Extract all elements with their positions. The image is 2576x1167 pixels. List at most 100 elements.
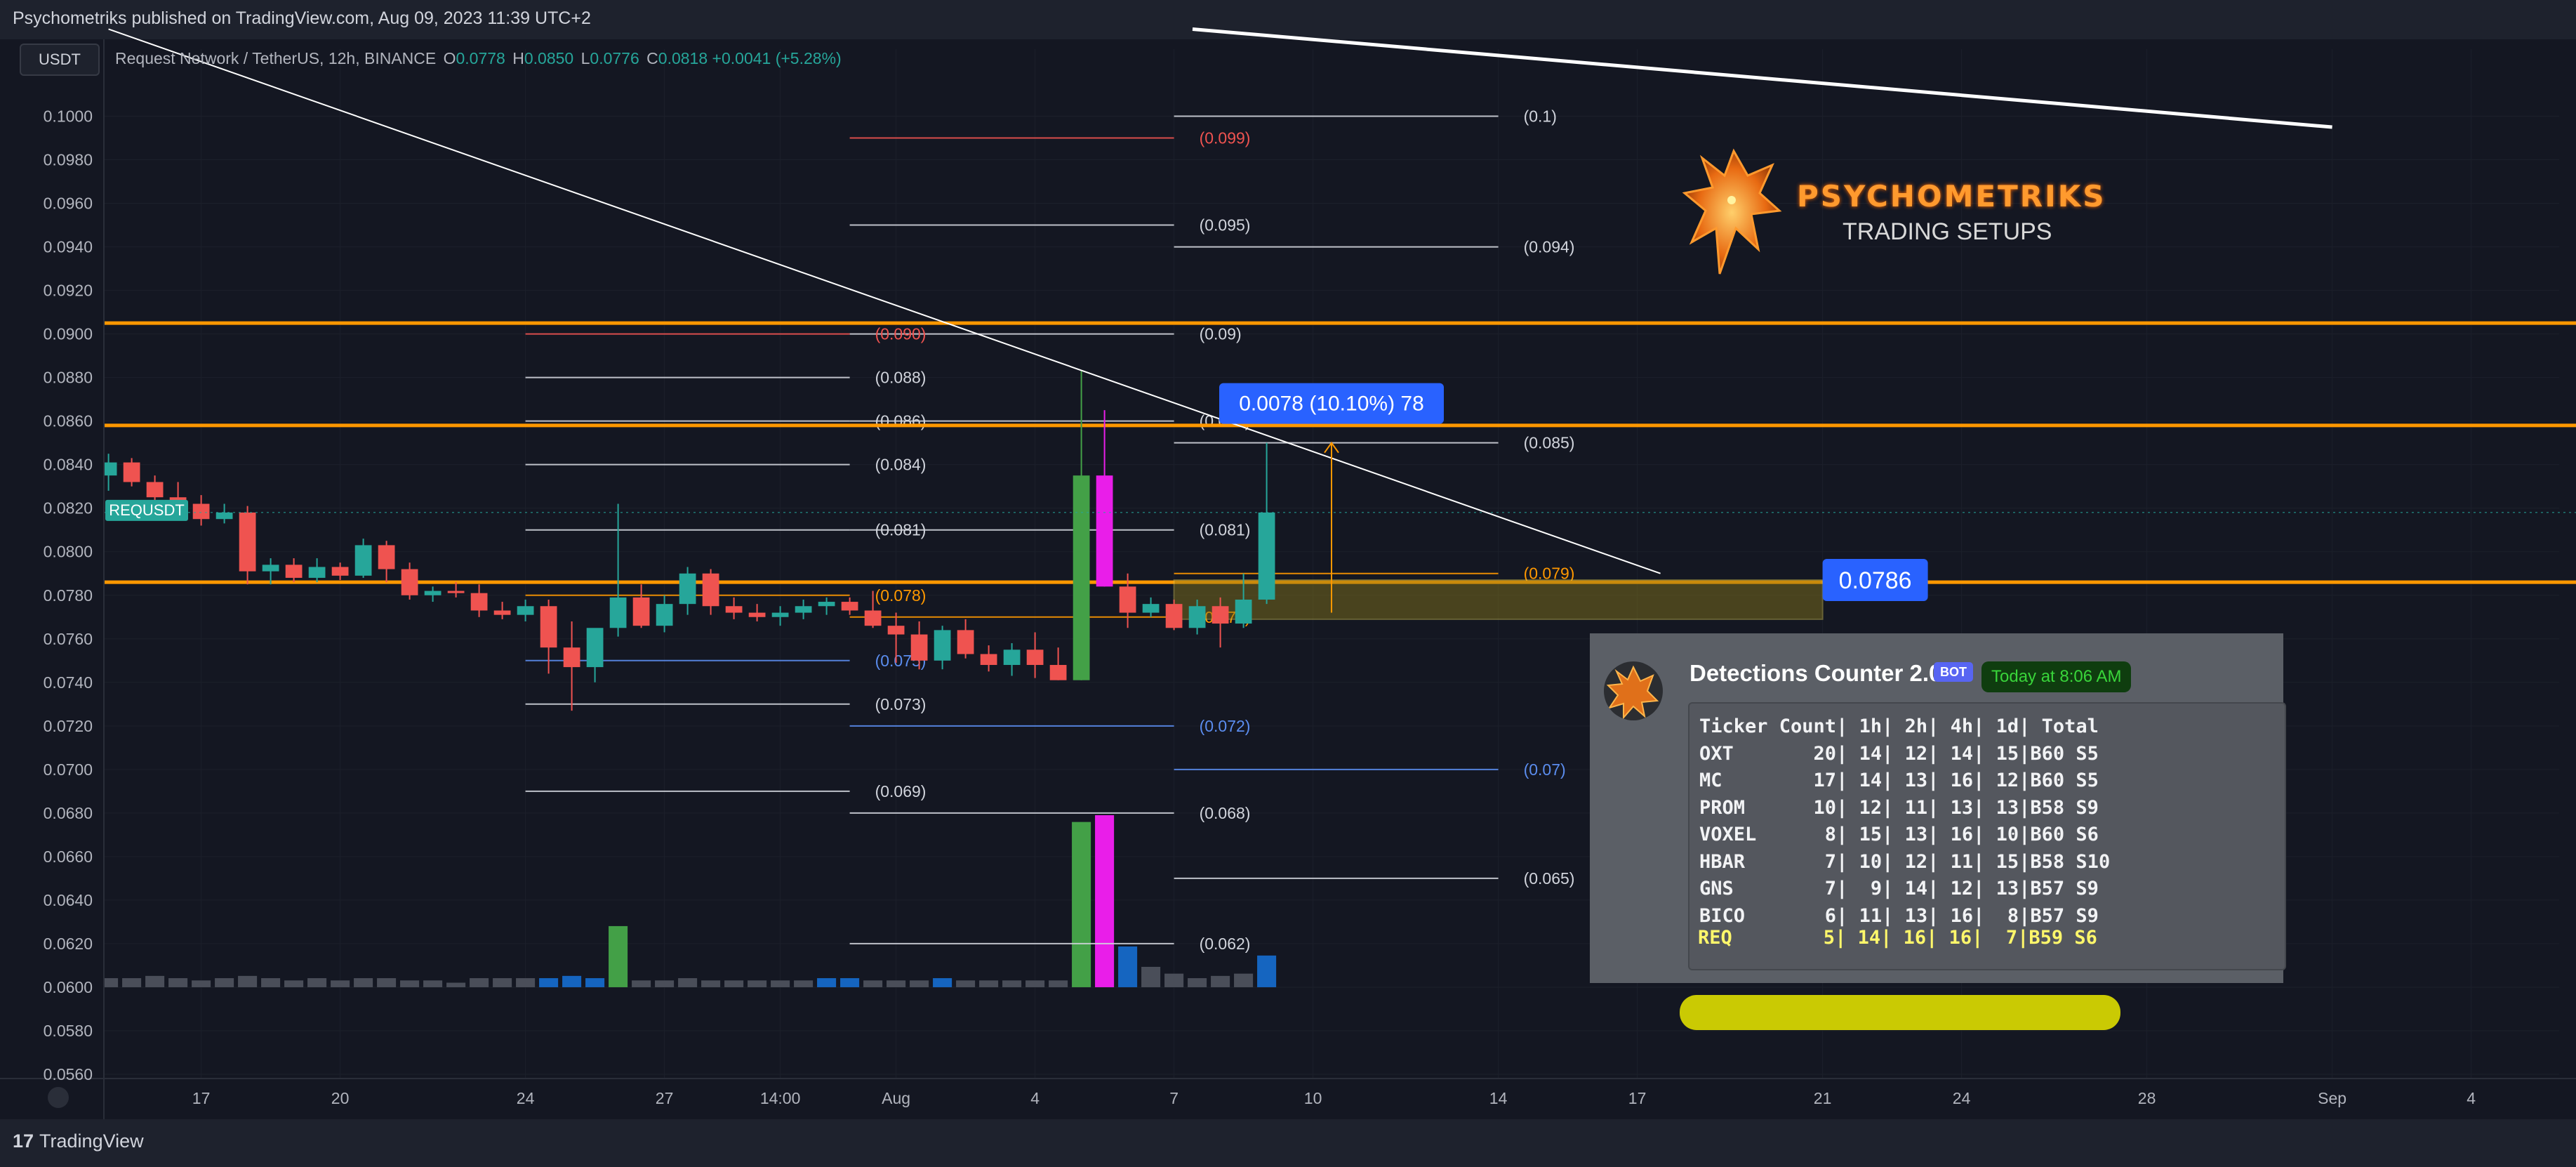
volume-bar <box>284 980 304 987</box>
fib-label: (0.062) <box>1200 935 1251 953</box>
volume-bar <box>1002 980 1022 987</box>
candle-body <box>980 654 997 665</box>
y-tick-label: 0.0700 <box>44 760 93 779</box>
y-tick-label: 0.0580 <box>44 1022 93 1040</box>
volume-bar <box>771 980 790 987</box>
footer-bar <box>0 1119 2576 1167</box>
horizontal-levels: 0.09050.08580.0786 <box>34 312 2576 593</box>
chart-legend: Request Network / TetherUS, 12h, BINANCE… <box>115 49 842 68</box>
volume-bar <box>1095 815 1115 987</box>
fib-label: (0.086) <box>875 412 927 430</box>
candle-body <box>1188 606 1206 628</box>
candle-body <box>1165 604 1183 628</box>
volume-bar <box>1211 975 1230 987</box>
y-tick-label: 0.0880 <box>44 369 93 387</box>
ohlc-low: 0.0776 <box>590 49 639 67</box>
fib-label: (0.095) <box>1200 216 1251 235</box>
support-zone-box <box>1173 579 1824 620</box>
x-tick-label: 20 <box>331 1089 350 1107</box>
candle-body <box>239 512 256 572</box>
timezone-icon <box>48 1087 69 1108</box>
volume-bar <box>1141 966 1161 987</box>
volume-bar <box>516 978 536 987</box>
candle-body <box>1235 599 1252 624</box>
x-tick-label: 14:00 <box>760 1089 801 1107</box>
candle-body <box>679 573 696 605</box>
dragon-avatar-icon <box>1606 665 1659 720</box>
ohlc-h-label: H <box>512 49 524 67</box>
symbol-button[interactable]: USDT <box>20 44 100 76</box>
candle-body <box>1096 475 1113 587</box>
volume-bar <box>933 978 952 987</box>
candle-body <box>586 628 604 668</box>
x-tick-label: 14 <box>1489 1089 1508 1107</box>
y-tick-label: 0.1000 <box>44 107 93 126</box>
volume-bar <box>863 980 883 987</box>
candle-body <box>841 602 858 611</box>
candle-body <box>192 503 210 520</box>
candle-body <box>818 602 835 607</box>
volume-bar <box>748 980 767 987</box>
volume-bar <box>331 980 350 987</box>
trendlines <box>108 27 2332 574</box>
candle-body <box>609 597 627 628</box>
published-caption: Psychometriks published on TradingView.c… <box>13 8 591 28</box>
trendline <box>108 28 1661 574</box>
ohlc-o-label: O <box>443 49 456 67</box>
volume-bar <box>794 980 814 987</box>
candle-body <box>1142 604 1160 613</box>
volume-bar <box>1257 955 1277 987</box>
y-tick-label: 0.0560 <box>44 1065 93 1083</box>
fib-label: (0.068) <box>1200 804 1251 822</box>
candle-body <box>656 604 673 626</box>
candle-body <box>447 591 465 593</box>
candle-body <box>957 630 974 654</box>
candle-body <box>285 565 303 578</box>
candle-body <box>215 512 233 520</box>
detections-table-text: Ticker Count| 1h| 2h| 4h| 1d| Total OXT … <box>1699 716 2111 927</box>
candle-body <box>725 606 743 613</box>
candle-body <box>748 612 766 617</box>
fib-label: (0.084) <box>875 456 927 474</box>
ohlc-l-label: L <box>580 49 590 67</box>
candle-body <box>795 606 812 613</box>
volume-bar <box>1234 973 1254 987</box>
y-tick-label: 0.0860 <box>44 412 93 430</box>
volume-bar <box>887 980 906 987</box>
volume-bar <box>1164 973 1184 987</box>
axes: 0.0560 0.0580 0.0600 0.0620 0.0640 0.0660 0.06… <box>0 39 2576 1119</box>
bot-badge: BOT <box>1934 662 1973 682</box>
volume-bar <box>724 980 744 987</box>
volume-bar <box>1118 946 1138 987</box>
y-tick-label: 0.0780 <box>44 586 93 605</box>
volume-bar <box>215 978 234 987</box>
fib-label: (0.094) <box>1524 238 1575 256</box>
candle-body <box>517 606 534 615</box>
volume-bar <box>609 925 628 987</box>
fib-label: (0.088) <box>875 369 927 387</box>
detections-panel: Detections Counter 2.0 BOT Today at 8:06… <box>1590 633 2286 1030</box>
price-axis-bg <box>0 39 104 1119</box>
support-zone: 0.0786 <box>1173 559 1928 620</box>
candle-body <box>910 634 928 661</box>
bot-avatar <box>1604 661 1663 720</box>
fib-label: (0.081) <box>1200 521 1251 539</box>
volume-bar <box>145 975 165 987</box>
volume-bar <box>562 975 582 987</box>
volume-bar <box>423 980 443 987</box>
trendline <box>1192 27 2332 129</box>
candle-body <box>887 626 905 635</box>
candle-body <box>1258 512 1275 600</box>
candle-body <box>1073 475 1090 680</box>
measure-tool: 0.0078 (10.10%) 78 <box>1219 383 1444 613</box>
candle-body <box>563 647 580 668</box>
panel-title: Detections Counter 2.0 <box>1689 660 1942 686</box>
fib-label: (0.1) <box>1524 107 1557 126</box>
psychometriks-logo: PSYCHOMETRIKS TRADING SETUPS <box>1681 144 2130 284</box>
tradingview-brand[interactable]: 17 TradingView <box>13 1130 144 1152</box>
candle-body <box>1119 586 1136 613</box>
candle-body <box>1049 664 1067 680</box>
x-tick-label: 21 <box>1814 1089 1832 1107</box>
candle-body <box>262 565 279 572</box>
